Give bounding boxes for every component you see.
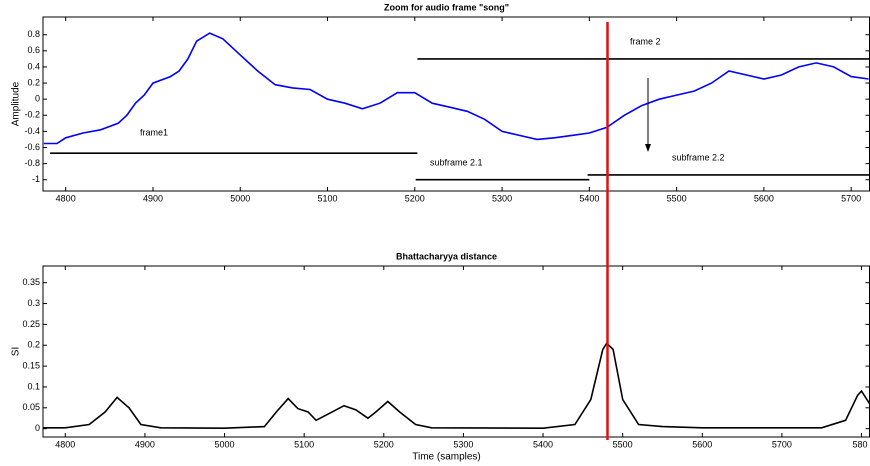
x-tick-label: 5600 [692, 439, 712, 449]
x-tick-label: 5200 [405, 193, 425, 203]
x-tick-label: 5100 [294, 439, 314, 449]
y-tick-label: 0.05 [22, 402, 40, 412]
x-tick-label: 4800 [55, 439, 75, 449]
y-tick-label: 0.15 [22, 360, 40, 370]
frame-label: subframe 2.1 [430, 157, 483, 167]
x-tick-label: 5500 [613, 439, 633, 449]
y-tick-label: 0.8 [27, 29, 40, 39]
x-tick-label: 4800 [56, 193, 76, 203]
y-tick-label: 0.4 [27, 61, 40, 71]
y-tick-label: 0.2 [27, 77, 40, 87]
y-tick-label: -0.2 [24, 110, 40, 120]
y-tick-label: 0.3 [27, 298, 40, 308]
y-axis-label: Amplitude [11, 81, 22, 126]
x-tick-label: 5400 [579, 193, 599, 203]
y-tick-label: -0.6 [24, 142, 40, 152]
y-tick-label: 0.25 [22, 319, 40, 329]
y-tick-label: 0.1 [27, 381, 40, 391]
x-tick-label: 5000 [230, 193, 250, 203]
x-tick-label: 4900 [135, 439, 155, 449]
x-tick-label: 4900 [143, 193, 163, 203]
x-tick-label: 5000 [215, 439, 235, 449]
x-axis-label: Time (samples) [412, 452, 481, 463]
chart-title: Bhattacharyya distance [396, 251, 497, 261]
x-tick-label: 5300 [453, 439, 473, 449]
y-tick-label: 0 [35, 94, 40, 104]
x-tick-label: 580 [853, 439, 868, 449]
data-line [43, 341, 870, 430]
x-tick-label: 5500 [667, 193, 687, 203]
frame-label: frame1 [140, 127, 168, 137]
y-axis-label: SI [11, 347, 22, 356]
data-line [43, 32, 869, 145]
x-tick-label: 5600 [754, 193, 774, 203]
x-tick-label: 5400 [533, 439, 553, 449]
y-tick-label: -1 [32, 174, 40, 184]
x-tick-label: 5100 [318, 193, 338, 203]
arrow-head [645, 144, 651, 152]
x-tick-label: 5700 [841, 193, 861, 203]
y-tick-label: 0.6 [27, 45, 40, 55]
frame-label: frame 2 [630, 36, 661, 46]
x-tick-label: 5300 [492, 193, 512, 203]
y-tick-label: 0 [35, 423, 40, 433]
x-tick-label: 5200 [374, 439, 394, 449]
y-tick-label: 0.2 [27, 340, 40, 350]
y-tick-label: 0.35 [22, 277, 40, 287]
frame-label: subframe 2.2 [672, 152, 725, 162]
y-tick-label: -0.4 [24, 126, 40, 136]
chart-title: Zoom for audio frame "song" [384, 2, 509, 12]
y-tick-label: -0.8 [24, 158, 40, 168]
x-tick-label: 5700 [772, 439, 792, 449]
